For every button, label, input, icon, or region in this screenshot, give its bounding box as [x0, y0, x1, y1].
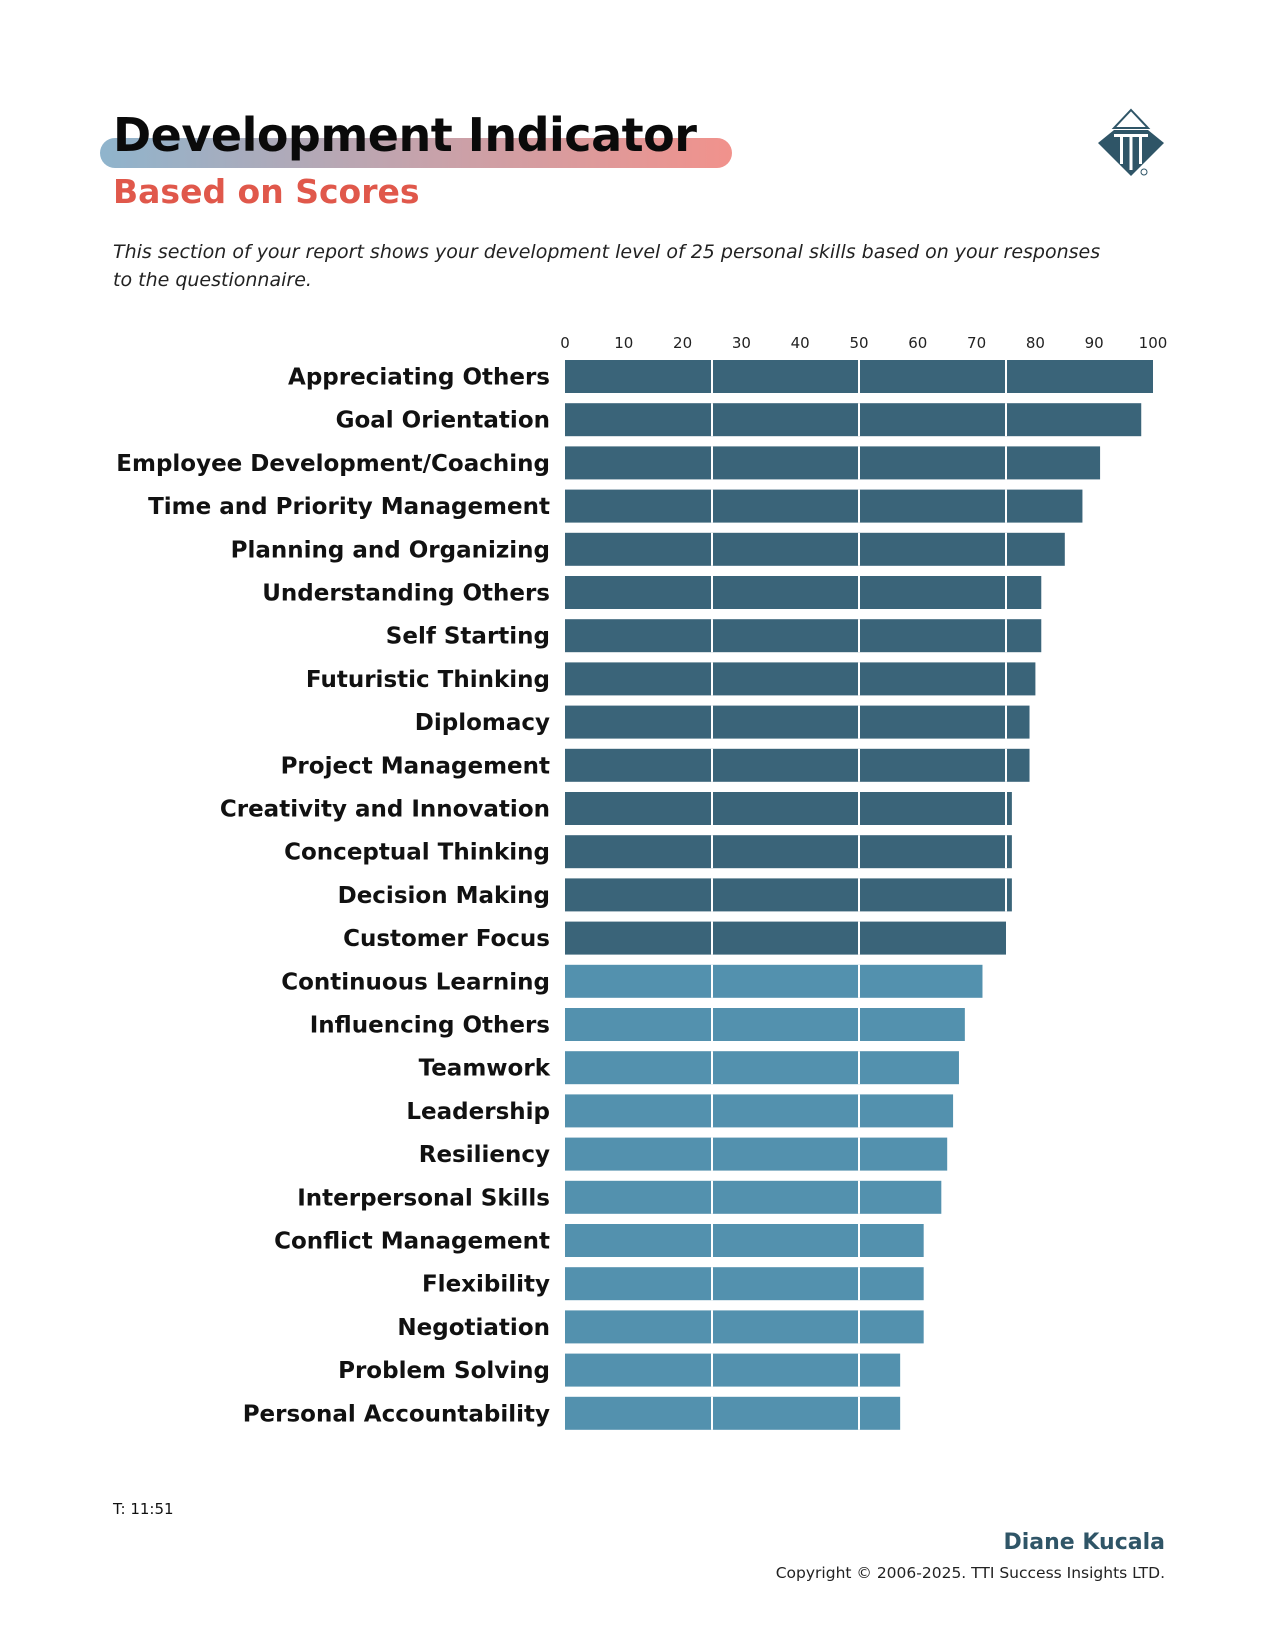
- category-label: Resiliency: [419, 1142, 550, 1168]
- bar: [565, 446, 1101, 480]
- category-label: Appreciating Others: [288, 365, 550, 391]
- x-tick-label: 50: [849, 334, 868, 352]
- bar: [565, 1224, 924, 1257]
- category-label: Diplomacy: [415, 710, 550, 736]
- category-label: Teamwork: [419, 1056, 551, 1082]
- bar: [565, 1094, 954, 1128]
- x-tick-label: 0: [560, 334, 570, 352]
- bar: [565, 576, 1042, 609]
- category-label: Flexibility: [422, 1272, 550, 1298]
- bar: [565, 1396, 901, 1430]
- x-tick-label: 70: [967, 334, 986, 352]
- bar: [565, 835, 1012, 869]
- x-tick-label: 40: [791, 334, 810, 352]
- category-label: Interpersonal Skills: [297, 1185, 550, 1211]
- person-name: Diane Kucala: [1003, 1530, 1166, 1555]
- category-label: Conflict Management: [274, 1229, 550, 1255]
- bar: [565, 1137, 948, 1171]
- bar: [565, 619, 1042, 653]
- bar: [565, 662, 1036, 696]
- tti-logo-icon: [1096, 108, 1166, 178]
- category-label: Decision Making: [338, 883, 550, 909]
- title-highlight: [100, 138, 732, 168]
- section-description: This section of your report shows your d…: [113, 241, 1101, 291]
- bar: [565, 748, 1030, 782]
- category-label: Personal Accountability: [243, 1401, 550, 1427]
- category-label: Conceptual Thinking: [284, 840, 550, 866]
- x-tick-label: 30: [732, 334, 751, 352]
- category-label: Understanding Others: [262, 581, 550, 607]
- category-label: Employee Development/Coaching: [116, 451, 550, 477]
- x-tick-label: 20: [673, 334, 692, 352]
- category-label: Customer Focus: [343, 926, 550, 952]
- x-tick-label: 10: [614, 334, 633, 352]
- page-subtitle: Based on Scores: [113, 172, 420, 211]
- x-tick-label: 80: [1026, 334, 1045, 352]
- bar: [565, 403, 1142, 437]
- category-label: Problem Solving: [338, 1358, 550, 1384]
- bar: [565, 489, 1083, 523]
- time-label: T: 11:51: [113, 1500, 174, 1518]
- bar: [565, 878, 1012, 912]
- bar: [565, 1008, 965, 1041]
- category-label: Creativity and Innovation: [220, 797, 550, 823]
- category-label: Self Starting: [386, 624, 550, 650]
- bar: [565, 532, 1065, 566]
- category-label: Negotiation: [397, 1315, 550, 1341]
- category-label: Goal Orientation: [336, 408, 550, 434]
- category-label: Influencing Others: [310, 1013, 550, 1039]
- bar: [565, 1051, 959, 1085]
- x-tick-label: 100: [1139, 334, 1168, 352]
- category-label: Leadership: [406, 1099, 550, 1125]
- category-label: Continuous Learning: [281, 969, 550, 995]
- bar: [565, 705, 1030, 739]
- bar: [565, 1267, 924, 1301]
- copyright-text: Copyright © 2006-2025. TTI Success Insig…: [775, 1564, 1165, 1582]
- bar: [565, 1310, 924, 1344]
- bar: [565, 964, 983, 998]
- x-tick-label: 90: [1085, 334, 1104, 352]
- bar: [565, 792, 1012, 825]
- bar: [565, 1353, 901, 1387]
- category-label: Futuristic Thinking: [306, 667, 550, 693]
- bar: [565, 1180, 942, 1214]
- page-title: Development Indicator: [113, 108, 697, 162]
- title-block: Development Indicator: [100, 108, 740, 178]
- category-label: Project Management: [281, 753, 550, 779]
- category-label: Planning and Organizing: [231, 537, 550, 563]
- category-label: Time and Priority Management: [148, 494, 550, 520]
- x-tick-label: 60: [908, 334, 927, 352]
- bar: [565, 921, 1006, 955]
